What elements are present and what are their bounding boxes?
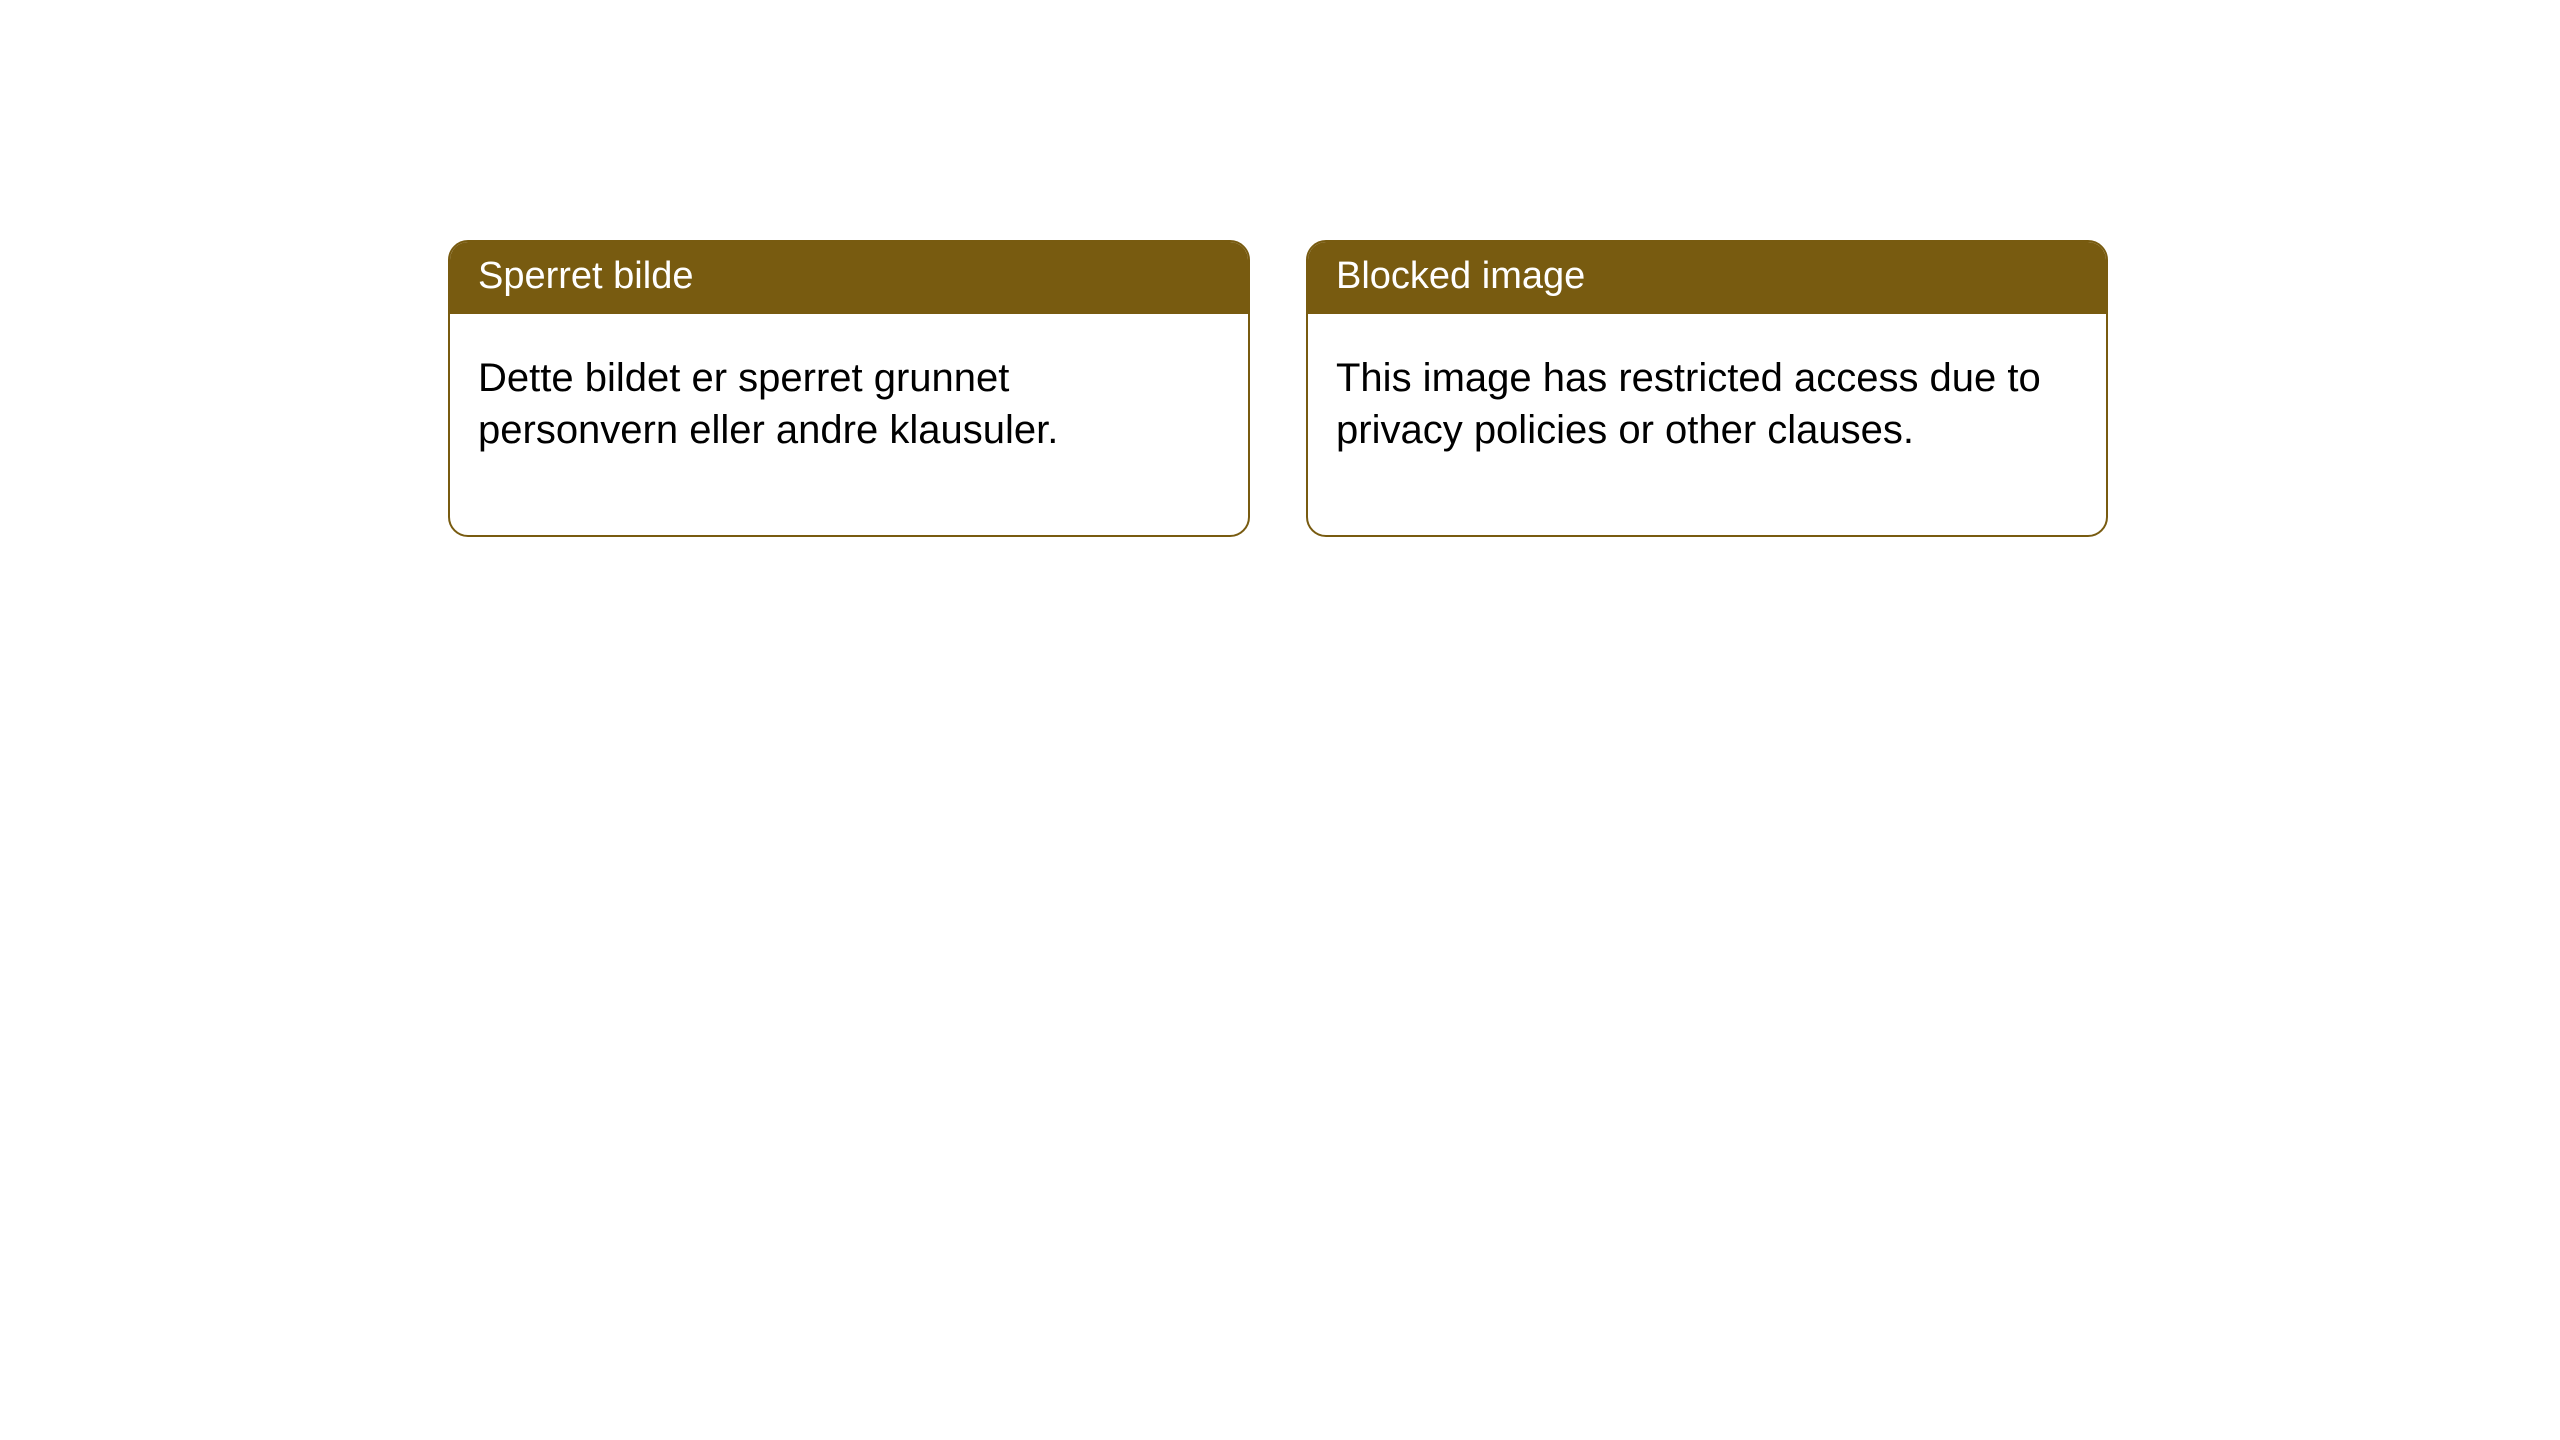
notice-container: Sperret bilde Dette bildet er sperret gr…	[0, 0, 2560, 537]
notice-card-norwegian: Sperret bilde Dette bildet er sperret gr…	[448, 240, 1250, 537]
notice-body: This image has restricted access due to …	[1308, 314, 2106, 536]
notice-body: Dette bildet er sperret grunnet personve…	[450, 314, 1248, 536]
notice-header: Sperret bilde	[450, 242, 1248, 314]
notice-header: Blocked image	[1308, 242, 2106, 314]
notice-card-english: Blocked image This image has restricted …	[1306, 240, 2108, 537]
